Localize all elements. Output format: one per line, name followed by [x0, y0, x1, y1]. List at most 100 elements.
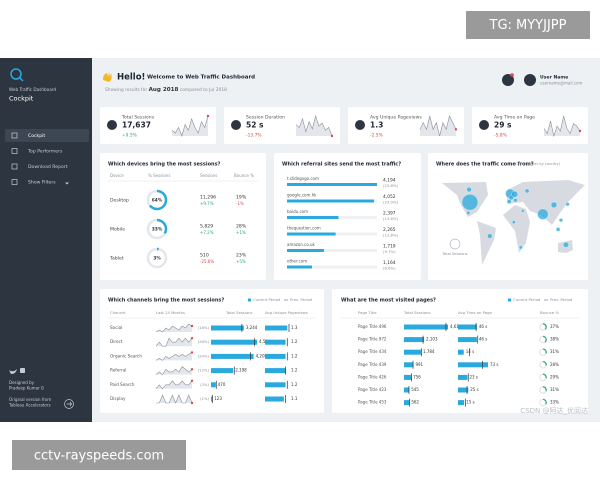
bounce-label: 31% [550, 387, 559, 392]
column-header: % Sessions [148, 173, 170, 178]
menu-item[interactable]: Cockpit [28, 133, 45, 139]
sessions-delta: -25.6% [200, 259, 214, 264]
dropdown-caret [65, 182, 69, 185]
bar [458, 324, 477, 330]
bar [287, 232, 336, 236]
share-label: (23.8%) [383, 183, 399, 188]
bar [265, 353, 286, 359]
bubble[interactable] [513, 198, 518, 203]
donut-arc [539, 323, 547, 331]
device: Mobile [110, 227, 125, 233]
column-header: Total Sessions [403, 310, 431, 315]
page-title[interactable]: Page Title 439 [358, 362, 387, 367]
land[interactable] [477, 221, 496, 265]
bubble[interactable] [565, 202, 570, 207]
kpi-title: Avg Time on Page [494, 115, 535, 121]
channel: Paid Search [110, 382, 135, 387]
time-label: 25 s [470, 387, 478, 392]
page-name: Cockpit [9, 95, 34, 103]
bubble[interactable] [511, 190, 518, 198]
page-title[interactable]: Page Title 426 [358, 374, 387, 379]
external-link[interactable] [64, 399, 74, 409]
land[interactable] [503, 205, 530, 253]
sessions-delta: +7.2% [200, 230, 214, 235]
column-header: Avg Unique Pageviews [265, 310, 308, 315]
page-title[interactable]: Page Title 496 [358, 324, 387, 329]
kpi-icon [355, 120, 365, 130]
bubble[interactable] [537, 208, 549, 220]
legend-label: Total Sessions [441, 252, 467, 256]
bar [211, 325, 244, 331]
bounce-label: 37% [550, 324, 559, 329]
avatar[interactable] [524, 74, 536, 86]
menu-item[interactable]: Download Report [28, 164, 68, 170]
bubble[interactable] [550, 201, 558, 208]
share-label: (3%) [200, 382, 210, 387]
bar [265, 382, 286, 388]
kpi-title: Total Sessions [121, 115, 155, 121]
bounce: 23% [236, 253, 247, 259]
bar [458, 400, 465, 406]
page-title[interactable]: Page Title 972 [358, 337, 387, 342]
wave-icon [103, 72, 112, 82]
notification-icon[interactable] [502, 74, 514, 86]
bubble[interactable] [466, 211, 471, 215]
page-title[interactable]: Page Title 453 [358, 400, 387, 405]
bounce-label: 31% [550, 349, 559, 354]
time-label: 46 s [479, 337, 487, 342]
kpi-value: 52 s [246, 121, 264, 130]
menu-highlight [5, 129, 89, 142]
bubble[interactable] [563, 241, 569, 248]
menu-item[interactable]: Show Filters [28, 180, 56, 186]
bubble[interactable] [487, 233, 493, 239]
page-title[interactable]: Page Title 434 [358, 349, 387, 354]
bubble[interactable] [521, 209, 525, 213]
menu-item[interactable]: Top Performers [27, 149, 63, 155]
bubble[interactable] [507, 199, 512, 204]
pageviews-label: 1.2 [291, 339, 298, 344]
channel-sparkline-end [190, 401, 194, 405]
bubble[interactable] [461, 194, 479, 211]
bubble[interactable] [519, 245, 523, 250]
bar [287, 199, 374, 203]
bar [211, 368, 234, 374]
bubble[interactable] [555, 227, 561, 232]
site-name: other.com [287, 259, 307, 264]
kpi-sparkline-end [578, 129, 582, 133]
watermark: CSDN @阿达_优阅达 [520, 406, 588, 415]
menu-icon [11, 132, 18, 139]
notification-dot [510, 73, 514, 77]
bar [265, 396, 284, 402]
time-label: 14 s [466, 349, 474, 354]
share-label: (12%) [198, 368, 210, 373]
channel-sparkline-area [156, 324, 192, 332]
bar [458, 349, 464, 355]
donut-arc [146, 247, 168, 269]
bubble[interactable] [558, 218, 564, 223]
period-part: Showing results for [105, 87, 149, 93]
sessions: 11,296 [200, 195, 216, 201]
channel-sparkline [155, 323, 193, 333]
bounce-delta: +5% [236, 259, 246, 264]
share-label: (1%) [200, 396, 210, 401]
credit: Designed by [9, 380, 35, 385]
legend-circle [449, 238, 461, 250]
sessions-label: 2,198 [235, 368, 247, 373]
sessions-label: 4,544 [259, 339, 271, 344]
bounce-label: 29% [550, 374, 559, 379]
bubble[interactable] [524, 188, 530, 194]
kpi-sparkline-end [206, 114, 210, 118]
pageviews-label: 1.2 [291, 368, 298, 373]
page-title[interactable]: Page Title 423 [358, 387, 387, 392]
share-label: (6.6%) [383, 266, 396, 271]
kpi-icon [231, 120, 241, 130]
bar [404, 324, 448, 330]
bar [287, 216, 339, 219]
bubble[interactable] [511, 220, 516, 225]
bar [404, 387, 410, 393]
bubble[interactable] [466, 187, 472, 193]
channel: Display [110, 396, 126, 401]
bounce-delta: -1% [236, 201, 244, 206]
external-link [66, 401, 72, 407]
sessions-label: 545 [411, 387, 419, 392]
